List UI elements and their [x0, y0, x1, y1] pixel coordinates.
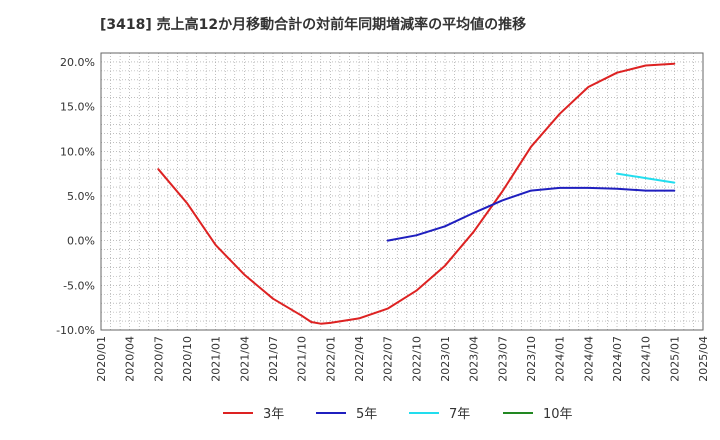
y-tick-label: 10.0% — [60, 145, 95, 158]
x-tick-label: 2020/10 — [181, 336, 194, 382]
legend-label-2: 5年 — [356, 407, 377, 422]
x-tick-label: 2022/07 — [382, 336, 395, 382]
y-axis-ticks: -10.0% -5.0% 0.0% 5.0% 10.0% 15.0% 20.0% — [56, 56, 95, 337]
x-tick-label: 2025/04 — [697, 336, 710, 382]
y-tick-label: 15.0% — [60, 101, 95, 114]
series-lines — [157, 62, 676, 325]
x-tick-label: 2022/04 — [353, 336, 366, 382]
x-tick-label: 2024/10 — [640, 336, 653, 382]
legend-label-4: 10年 — [543, 407, 573, 422]
x-tick-label: 2022/01 — [324, 336, 337, 382]
x-tick-label: 2023/04 — [468, 336, 481, 382]
legend-label-3: 7年 — [449, 407, 470, 422]
x-tick-label: 2020/01 — [95, 336, 108, 382]
chart-title: [3418] 売上高12か月移動合計の対前年同期増減率の平均値の推移 — [100, 17, 527, 33]
x-tick-label: 2024/04 — [582, 336, 595, 382]
y-tick-label: 0.0% — [67, 235, 95, 248]
series-line-1 — [157, 62, 676, 325]
x-tick-label: 2021/04 — [238, 336, 251, 382]
series-line-2 — [386, 186, 676, 242]
x-tick-label: 2022/10 — [410, 336, 423, 382]
grid — [100, 52, 704, 331]
y-tick-label: 5.0% — [67, 190, 95, 203]
x-tick-label: 2021/01 — [210, 336, 223, 382]
x-tick-label: 2024/07 — [611, 336, 624, 382]
x-tick-label: 2020/07 — [152, 336, 165, 382]
plot-border — [100, 52, 704, 331]
x-tick-label: 2024/01 — [554, 336, 567, 382]
x-tick-label: 2021/07 — [267, 336, 280, 382]
x-tick-label: 2025/01 — [668, 336, 681, 382]
series-line-3 — [616, 172, 676, 184]
x-axis-ticks: 2020/01 2020/04 2020/07 2020/10 2021/01 2021/… — [95, 336, 710, 382]
x-tick-label: 2023/07 — [496, 336, 509, 382]
y-tick-label: -5.0% — [63, 279, 95, 292]
legend: 3年 5年 7年 10年 — [223, 407, 573, 422]
y-tick-label: 20.0% — [60, 56, 95, 69]
x-tick-label: 2023/01 — [439, 336, 452, 382]
x-tick-label: 2020/04 — [124, 336, 137, 382]
x-tick-label: 2023/10 — [525, 336, 538, 382]
y-tick-label: -10.0% — [56, 324, 95, 337]
plot-frame — [100, 52, 704, 331]
legend-label-1: 3年 — [263, 407, 284, 422]
x-tick-label: 2021/10 — [296, 336, 309, 382]
